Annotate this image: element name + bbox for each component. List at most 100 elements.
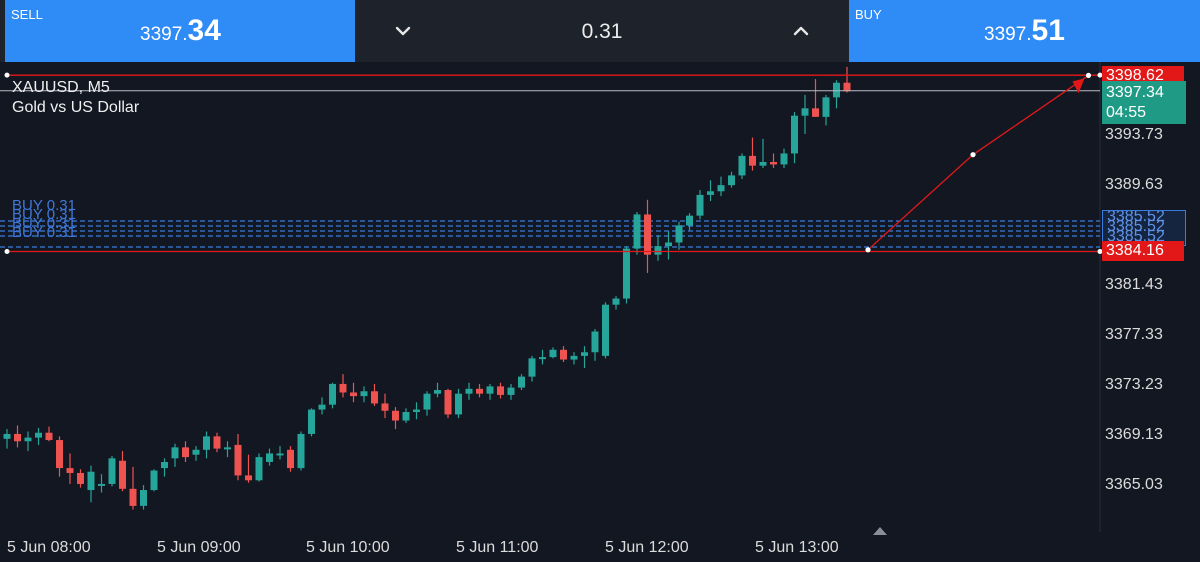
candle-body bbox=[518, 376, 525, 388]
price-tick-label: 3393.73 bbox=[1105, 126, 1163, 143]
chevron-down-icon[interactable] bbox=[389, 18, 417, 46]
candle-body bbox=[528, 358, 536, 377]
candle-body bbox=[738, 155, 746, 176]
trade-panel: SELL 3397.34 0.31 BUY 3397.51 bbox=[0, 0, 1200, 62]
buy-button[interactable]: BUY 3397.51 bbox=[849, 0, 1200, 62]
order-label: BUY 0.31 bbox=[12, 206, 76, 223]
time-tick-label: 5 Jun 10:00 bbox=[306, 539, 390, 556]
current-price: 3397.34 bbox=[1106, 84, 1164, 101]
candle-body bbox=[623, 248, 630, 299]
price-tick-label: 3373.23 bbox=[1105, 376, 1163, 393]
collapse-triangle-icon[interactable] bbox=[873, 527, 887, 535]
candle-body bbox=[161, 461, 168, 469]
candle-body bbox=[234, 444, 242, 476]
candle-body bbox=[371, 391, 378, 404]
candle-body bbox=[56, 440, 63, 469]
sell-price-main: 3397. bbox=[140, 24, 188, 45]
candle-body bbox=[77, 472, 84, 484]
candle-body bbox=[539, 357, 546, 360]
price-tick-label: 3389.63 bbox=[1105, 176, 1163, 193]
candle-body bbox=[728, 175, 735, 186]
trend-line-handle[interactable] bbox=[865, 247, 871, 253]
chart-canvas[interactable] bbox=[0, 62, 1200, 562]
candle-body bbox=[770, 161, 777, 165]
price-tick-label: 3365.03 bbox=[1105, 476, 1163, 493]
candle-body bbox=[465, 388, 473, 394]
candle-body bbox=[381, 403, 389, 411]
candle-body bbox=[791, 115, 798, 154]
candle-body bbox=[696, 194, 704, 216]
candle-body bbox=[192, 449, 200, 455]
time-tick-label: 5 Jun 11:00 bbox=[456, 539, 539, 556]
candle-body bbox=[707, 191, 714, 195]
time-tick-label: 5 Jun 09:00 bbox=[157, 539, 241, 556]
entry-price: 3385.52 bbox=[1107, 218, 1165, 235]
candle-body bbox=[749, 155, 756, 166]
candle-body bbox=[455, 393, 462, 415]
candle-body bbox=[318, 404, 326, 410]
candle-body bbox=[98, 483, 105, 486]
candle-body bbox=[360, 391, 368, 397]
candle-body bbox=[759, 161, 767, 166]
price-tick-label: 3377.33 bbox=[1105, 326, 1163, 343]
candle-body bbox=[255, 457, 263, 481]
candle-body bbox=[717, 185, 725, 192]
candle-body bbox=[171, 447, 179, 459]
chart-symbol: XAUUSD, M5 bbox=[12, 79, 110, 96]
candle-body bbox=[392, 410, 399, 421]
candle-body bbox=[476, 388, 483, 394]
level-handle[interactable] bbox=[1097, 249, 1103, 255]
sell-button[interactable]: SELL 3397.34 bbox=[5, 0, 355, 62]
candle-body bbox=[444, 390, 452, 415]
candle-body bbox=[350, 392, 357, 397]
level-handle[interactable] bbox=[4, 249, 10, 255]
chevron-up-icon[interactable] bbox=[787, 18, 815, 46]
chart-symbol-description: Gold vs US Dollar bbox=[12, 99, 140, 116]
order-label: BUY 0.31 bbox=[12, 215, 76, 232]
stop-loss-price-tag[interactable]: 3384.16 bbox=[1102, 241, 1184, 261]
price-chart[interactable]: XAUUSD, M5 Gold vs US Dollar BUY 0.31 BU… bbox=[0, 62, 1200, 562]
time-tick-label: 5 Jun 13:00 bbox=[755, 539, 839, 556]
sell-price: 3397.34 bbox=[140, 14, 221, 48]
candle-body bbox=[801, 108, 809, 116]
candle-body bbox=[675, 225, 683, 243]
trend-line-handle[interactable] bbox=[970, 152, 976, 158]
candle-body bbox=[497, 386, 504, 395]
candle-body bbox=[644, 214, 651, 255]
candle-body bbox=[203, 436, 210, 450]
candle-body bbox=[413, 409, 420, 412]
candle-body bbox=[812, 108, 819, 117]
buy-price-pips: 51 bbox=[1031, 14, 1065, 47]
order-label-stack[interactable]: BUY 0.31 BUY 0.31 BUY 0.31 BUY 0.31 bbox=[12, 198, 76, 240]
arrow-head-icon bbox=[1072, 78, 1085, 94]
candle-body bbox=[266, 453, 273, 462]
candle-body bbox=[591, 331, 599, 353]
candle-body bbox=[402, 411, 410, 421]
level-handle[interactable] bbox=[4, 72, 10, 78]
time-tick-label: 5 Jun 08:00 bbox=[7, 539, 91, 556]
time-tick-label: 5 Jun 12:00 bbox=[605, 539, 689, 556]
buy-label: BUY bbox=[855, 7, 882, 22]
candle-body bbox=[833, 82, 840, 98]
candle-body bbox=[87, 471, 95, 491]
order-entry-price-tag[interactable]: 3385.52 3385.52 3385.52 3385.52 bbox=[1102, 210, 1186, 246]
candle-body bbox=[35, 432, 42, 438]
candle-body bbox=[434, 390, 441, 394]
price-tick-label: 3369.13 bbox=[1105, 426, 1163, 443]
candle-body bbox=[66, 468, 74, 473]
sell-label: SELL bbox=[11, 7, 43, 22]
buy-price: 3397.51 bbox=[984, 14, 1065, 48]
candle-body bbox=[686, 215, 693, 226]
trend-arrow-line[interactable] bbox=[867, 74, 1089, 251]
candle-body bbox=[287, 449, 294, 469]
candle-body bbox=[560, 349, 567, 360]
candle-body bbox=[308, 409, 315, 434]
candle-body bbox=[213, 436, 221, 449]
candle-body bbox=[843, 82, 851, 92]
candle-body bbox=[423, 393, 431, 410]
candle-body bbox=[108, 458, 116, 484]
trend-line-handle[interactable] bbox=[1085, 72, 1092, 79]
level-handle[interactable] bbox=[1097, 72, 1103, 78]
volume-input[interactable]: 0.31 bbox=[581, 20, 623, 43]
candle-body bbox=[245, 475, 252, 481]
